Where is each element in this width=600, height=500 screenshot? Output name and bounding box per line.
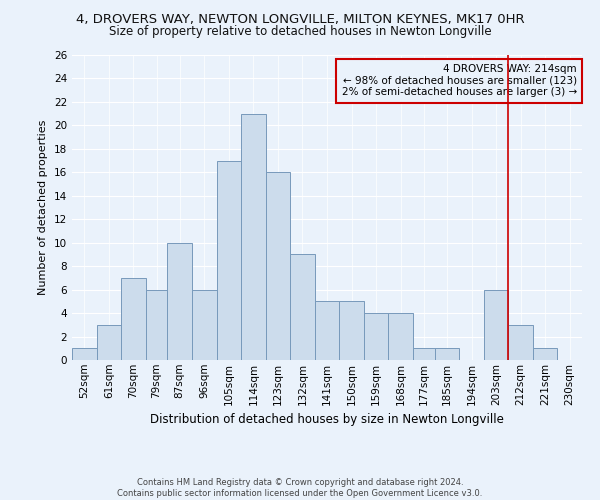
X-axis label: Distribution of detached houses by size in Newton Longville: Distribution of detached houses by size … [150,413,504,426]
Bar [192,290,217,360]
Bar [315,302,339,360]
Bar [146,290,167,360]
Bar [290,254,315,360]
Bar [121,278,146,360]
Bar [339,302,364,360]
Bar [364,313,388,360]
Bar [217,160,241,360]
Text: 4 DROVERS WAY: 214sqm
← 98% of detached houses are smaller (123)
2% of semi-deta: 4 DROVERS WAY: 214sqm ← 98% of detached … [341,64,577,98]
Bar [413,348,435,360]
Bar [97,325,121,360]
Bar [266,172,290,360]
Bar [72,348,97,360]
Bar [167,242,192,360]
Text: Contains HM Land Registry data © Crown copyright and database right 2024.
Contai: Contains HM Land Registry data © Crown c… [118,478,482,498]
Y-axis label: Number of detached properties: Number of detached properties [38,120,49,295]
Text: Size of property relative to detached houses in Newton Longville: Size of property relative to detached ho… [109,25,491,38]
Bar [241,114,266,360]
Bar [533,348,557,360]
Bar [484,290,508,360]
Bar [435,348,459,360]
Bar [388,313,413,360]
Bar [508,325,533,360]
Text: 4, DROVERS WAY, NEWTON LONGVILLE, MILTON KEYNES, MK17 0HR: 4, DROVERS WAY, NEWTON LONGVILLE, MILTON… [76,12,524,26]
